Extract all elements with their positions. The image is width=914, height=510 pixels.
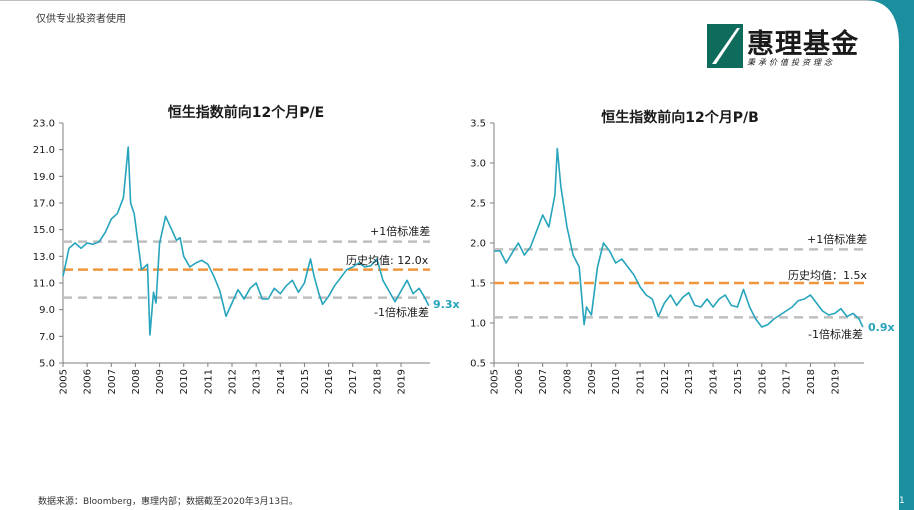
minus-1sd-label: -1倍标准差 xyxy=(808,327,863,341)
y-tick-label: 2.0 xyxy=(470,239,486,250)
chart-title: 恒生指数前向12个月P/E xyxy=(168,104,324,121)
corner-decoration xyxy=(864,0,914,510)
x-tick-label: 2007 xyxy=(107,369,118,394)
x-tick-label: 2013 xyxy=(684,369,695,394)
y-tick-label: 17.0 xyxy=(33,199,55,210)
y-tick-label: 3.0 xyxy=(470,159,486,170)
y-tick-label: 23.0 xyxy=(33,119,55,130)
y-tick-label: 15.0 xyxy=(33,225,55,236)
y-tick-label: 1.0 xyxy=(470,319,486,330)
x-tick-label: 2015 xyxy=(300,369,311,394)
mean-label: 历史均值：1.5x xyxy=(788,269,867,282)
y-tick-label: 13.0 xyxy=(33,252,55,263)
x-tick-label: 2014 xyxy=(709,369,720,394)
company-logo: 惠理基金 秉承价值投资理念 xyxy=(707,22,877,70)
series-line xyxy=(494,147,864,328)
y-tick-label: 11.0 xyxy=(33,279,55,290)
x-tick-label: 2019 xyxy=(397,369,408,394)
x-tick-label: 2010 xyxy=(179,369,190,394)
data-source-note: 数据来源：Bloomberg，惠理内部；数据截至2020年3月13日。 xyxy=(38,497,299,507)
x-tick-label: 2008 xyxy=(131,369,142,394)
mean-label: 历史均值: 12.0x xyxy=(346,254,429,267)
y-tick-label: 1.5 xyxy=(470,279,486,290)
x-tick-label: 2017 xyxy=(782,369,793,394)
x-tick-label: 2009 xyxy=(587,369,598,394)
x-tick-label: 2018 xyxy=(372,369,383,394)
x-tick-label: 2014 xyxy=(276,369,287,394)
x-tick-label: 2008 xyxy=(563,369,574,394)
last-value-label: 9.3x xyxy=(433,298,460,311)
x-tick-label: 2005 xyxy=(59,369,70,394)
series-line xyxy=(62,146,430,336)
x-tick-label: 2010 xyxy=(611,369,622,394)
x-tick-label: 2013 xyxy=(252,369,263,394)
x-tick-label: 2017 xyxy=(348,369,359,394)
chart-title: 恒生指数前向12个月P/B xyxy=(601,109,759,126)
page-number: 1 xyxy=(899,496,905,506)
last-value-label: 0.9x xyxy=(868,321,895,334)
logo-name: 惠理基金 xyxy=(747,29,859,60)
disclaimer-text: 仅供专业投资者使用 xyxy=(36,14,126,25)
y-tick-label: 0.5 xyxy=(470,359,486,370)
x-tick-label: 2011 xyxy=(636,369,647,394)
y-tick-label: 21.0 xyxy=(33,145,55,156)
x-tick-label: 2005 xyxy=(490,369,501,394)
x-tick-label: 2015 xyxy=(733,369,744,394)
x-tick-label: 2007 xyxy=(538,369,549,394)
plus-1sd-label: +1倍标准差 xyxy=(807,232,867,246)
plus-1sd-label: +1倍标准差 xyxy=(370,224,430,238)
x-tick-label: 2006 xyxy=(83,369,94,394)
x-tick-label: 2012 xyxy=(660,369,671,394)
minus-1sd-label: -1倍标准差 xyxy=(374,305,429,319)
x-tick-label: 2018 xyxy=(806,369,817,394)
header-divider xyxy=(0,0,890,1)
y-tick-label: 5.0 xyxy=(39,359,55,370)
x-tick-label: 2006 xyxy=(514,369,525,394)
x-tick-label: 2012 xyxy=(228,369,239,394)
x-tick-label: 2016 xyxy=(757,369,768,394)
y-tick-label: 3.5 xyxy=(470,119,486,130)
logo-mark-icon xyxy=(707,24,743,68)
y-tick-label: 2.5 xyxy=(470,199,486,210)
x-tick-label: 2009 xyxy=(155,369,166,394)
x-tick-label: 2011 xyxy=(203,369,214,394)
y-tick-label: 7.0 xyxy=(39,332,55,343)
y-tick-label: 9.0 xyxy=(39,305,55,316)
x-tick-label: 2016 xyxy=(324,369,335,394)
y-tick-label: 19.0 xyxy=(33,172,55,183)
x-tick-label: 2019 xyxy=(830,369,841,394)
logo-slogan: 秉承价值投资理念 xyxy=(747,58,835,67)
